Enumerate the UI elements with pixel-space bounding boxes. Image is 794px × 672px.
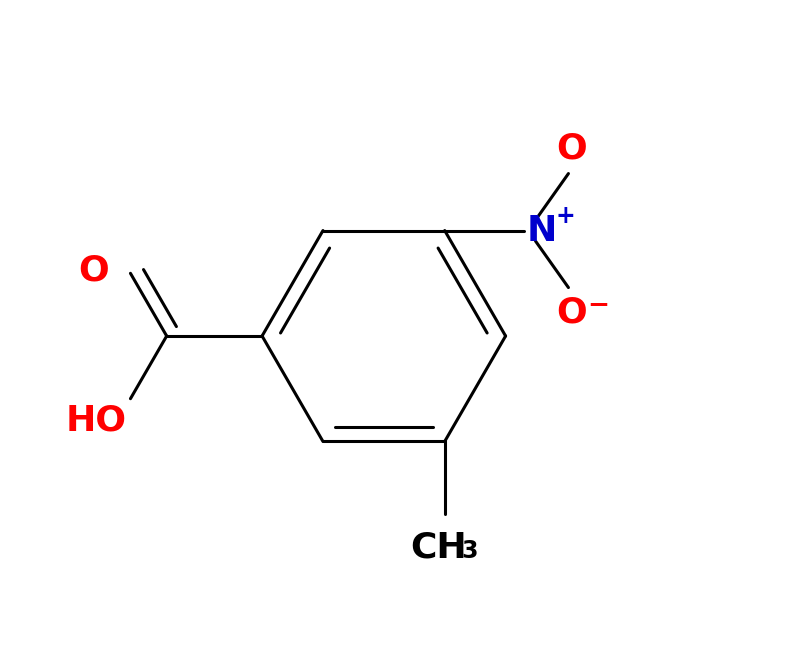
Text: 3: 3 [461,539,478,563]
Text: HO: HO [66,404,127,438]
Text: −: − [587,293,609,319]
Text: +: + [555,204,575,228]
Text: N: N [527,214,557,247]
Text: O: O [557,296,587,329]
Text: CH: CH [410,531,467,565]
Text: O: O [557,132,587,166]
Text: O: O [79,253,110,287]
